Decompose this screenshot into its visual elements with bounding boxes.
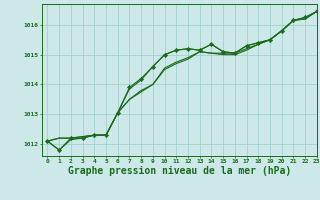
X-axis label: Graphe pression niveau de la mer (hPa): Graphe pression niveau de la mer (hPa) [68, 166, 291, 176]
